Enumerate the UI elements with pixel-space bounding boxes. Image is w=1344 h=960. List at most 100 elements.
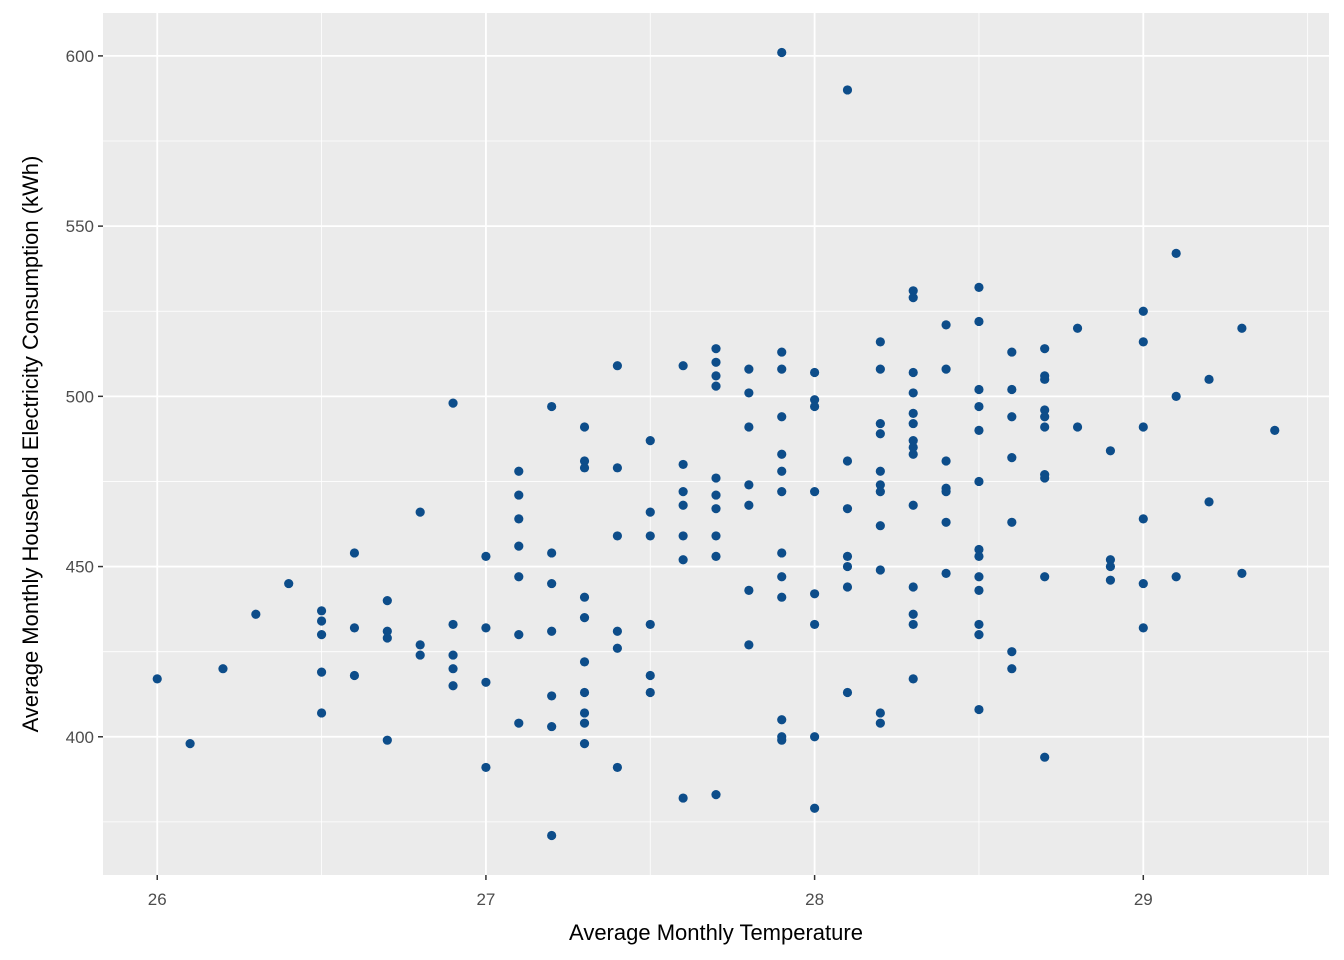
data-point	[711, 551, 721, 561]
data-point	[777, 364, 787, 374]
data-point	[777, 466, 787, 476]
data-point	[1237, 568, 1247, 578]
data-point	[974, 585, 984, 595]
data-point	[1138, 578, 1148, 589]
data-point	[1204, 374, 1214, 384]
data-point	[1105, 555, 1116, 565]
data-point	[514, 718, 524, 728]
data-point	[711, 344, 721, 354]
data-point	[1007, 664, 1017, 674]
data-point	[1007, 647, 1017, 657]
data-point	[711, 790, 721, 800]
data-point	[810, 395, 820, 405]
data-point	[744, 585, 754, 595]
data-point	[744, 480, 754, 490]
data-point	[218, 664, 228, 674]
data-point	[678, 555, 688, 565]
data-point	[579, 708, 590, 718]
data-point	[875, 521, 885, 531]
data-point	[974, 551, 984, 561]
data-point	[415, 650, 425, 660]
data-point	[810, 589, 820, 599]
data-point	[382, 735, 392, 745]
data-point	[842, 551, 853, 561]
data-point	[711, 381, 721, 391]
x-axis-ticks: 26 27 28 29	[148, 875, 1153, 909]
data-point	[810, 619, 820, 630]
data-point	[908, 500, 918, 510]
data-point	[1138, 514, 1148, 524]
data-point	[875, 718, 885, 728]
x-tick-label: 26	[148, 890, 167, 909]
y-tick-label: 400	[66, 728, 94, 747]
data-point	[514, 466, 524, 476]
data-point	[908, 619, 918, 630]
data-point	[1138, 422, 1148, 432]
y-axis-ticks: 400 450 500 550 600	[66, 47, 103, 747]
data-point	[152, 674, 162, 684]
data-point	[777, 735, 787, 745]
data-point	[1040, 752, 1050, 762]
x-tick-label: 28	[805, 890, 824, 909]
data-point	[514, 630, 524, 640]
data-point	[579, 687, 590, 698]
data-point	[875, 466, 885, 476]
data-point	[842, 504, 853, 514]
data-point	[678, 793, 688, 803]
data-point	[1072, 422, 1083, 432]
y-tick-label: 550	[66, 217, 94, 236]
data-point	[875, 487, 885, 497]
data-point	[711, 371, 721, 381]
data-point	[415, 507, 425, 517]
data-point	[678, 361, 688, 371]
data-point	[547, 691, 557, 701]
data-point	[744, 422, 754, 432]
data-point	[1040, 473, 1050, 483]
data-point	[645, 670, 655, 681]
data-point	[1040, 344, 1050, 354]
data-point	[810, 732, 820, 742]
data-point	[349, 548, 360, 558]
data-point	[744, 640, 754, 650]
x-tick-label: 29	[1134, 890, 1153, 909]
data-point	[284, 578, 294, 589]
data-point	[579, 592, 590, 602]
data-point	[645, 531, 655, 541]
data-point	[645, 507, 655, 517]
data-point	[908, 442, 918, 453]
data-point	[908, 435, 918, 446]
data-point	[448, 650, 458, 660]
data-point	[316, 630, 327, 640]
plot-panel	[103, 13, 1329, 875]
data-point	[612, 531, 622, 541]
data-point	[579, 718, 590, 728]
data-point	[974, 630, 984, 640]
data-point	[974, 704, 984, 715]
data-point	[645, 619, 655, 630]
data-point	[842, 687, 853, 698]
data-point	[777, 487, 787, 497]
y-tick-label: 450	[66, 558, 94, 577]
major-gridlines	[103, 13, 1329, 875]
data-point	[579, 738, 590, 749]
data-point	[579, 422, 590, 432]
data-point	[810, 367, 820, 378]
data-point	[349, 670, 360, 681]
data-point	[645, 687, 655, 698]
data-point	[1171, 572, 1181, 582]
data-point	[810, 803, 820, 813]
data-point	[415, 640, 425, 650]
data-point	[481, 677, 491, 687]
data-point	[875, 565, 885, 575]
data-point	[810, 401, 820, 412]
data-point	[612, 361, 622, 371]
data-point	[1171, 391, 1181, 401]
data-point	[547, 578, 557, 589]
x-axis-title: Average Monthly Temperature	[569, 920, 863, 945]
data-point	[777, 412, 787, 422]
data-point	[974, 544, 984, 555]
data-point	[448, 619, 458, 630]
data-point	[875, 708, 885, 718]
data-point	[481, 623, 491, 633]
